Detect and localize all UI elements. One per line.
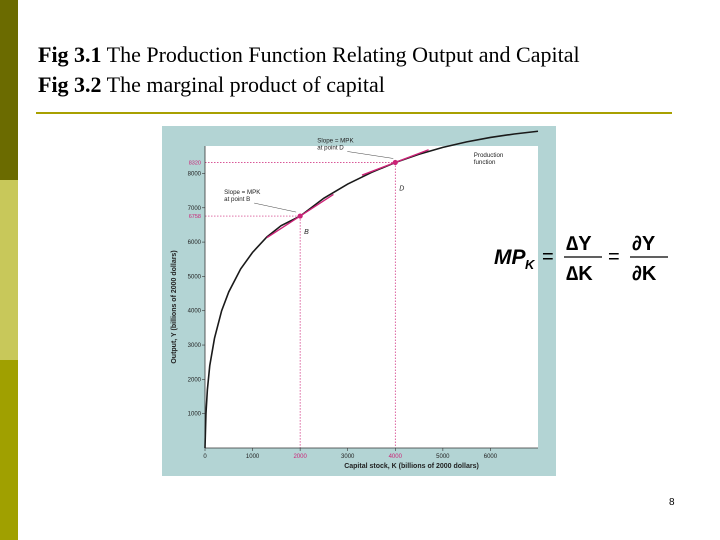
annotation-line2: at point D <box>317 144 344 151</box>
formula-numerator-1: ∆Y <box>566 233 592 255</box>
slide-title-line2: Fig 3.2 The marginal product of capital <box>38 72 385 98</box>
axes <box>202 146 538 451</box>
plot-area <box>205 146 538 448</box>
slide-title-line1: Fig 3.1 The Production Function Relating… <box>38 42 580 68</box>
formula-denominator-2: ∂K <box>632 263 657 285</box>
fig-3-1-title: The Production Function Relating Output … <box>101 42 580 67</box>
fig-3-1-label: Fig 3.1 <box>38 42 102 67</box>
point-d <box>392 159 398 166</box>
x-tick-label: 3000 <box>341 454 355 460</box>
point-b <box>297 213 303 219</box>
annotation-line2: at point B <box>224 196 250 203</box>
annotation-leader <box>347 151 394 159</box>
formula-equals-1: = <box>542 246 554 268</box>
title-underline <box>36 112 672 114</box>
mark-layer <box>266 149 429 239</box>
y-tick-label: 4000 <box>188 309 202 315</box>
formula-denominator-1: ∆K <box>566 263 593 285</box>
annotation-line1: Production <box>474 152 504 159</box>
x-tick-label: 2000 <box>293 454 307 460</box>
formula-lhs: MP <box>494 246 526 269</box>
curve-layer <box>204 130 539 449</box>
point-label-d: D <box>399 185 404 192</box>
x-tick-label: 0 <box>203 454 207 460</box>
formula-equals-2: = <box>608 246 620 268</box>
sidebar-segment-dark <box>0 0 18 180</box>
y-highlight-tick-label: 6758 <box>189 214 201 220</box>
point-label-b: B <box>304 229 309 236</box>
annotation-line2: function <box>474 159 496 166</box>
y-axis-title: Output, Y (billions of 2000 dollars) <box>171 250 178 363</box>
fig-3-2-title: The marginal product of capital <box>101 72 385 97</box>
y-highlight-tick-label: 8320 <box>189 160 201 166</box>
y-tick-label: 7000 <box>188 206 202 212</box>
page-number: 8 <box>669 497 675 508</box>
y-tick-label: 1000 <box>188 412 202 418</box>
fig-3-2-label: Fig 3.2 <box>38 72 102 97</box>
annotation-line1: Slope = MPK <box>224 189 261 196</box>
sidebar-segment-mid <box>0 360 18 540</box>
sidebar-stripe <box>0 0 18 540</box>
mpk-formula: MP K = ∆Y ∆K = ∂Y ∂K <box>494 233 668 285</box>
y-tick-label: 2000 <box>188 377 202 383</box>
y-tick-label: 6000 <box>188 240 202 246</box>
production-function-chart: 0 1000 2000 3000 4000 5000 6000 1000 2000 3000 400… <box>162 126 556 476</box>
annotation-line1: Slope = MPK <box>317 137 354 144</box>
y-tick-label: 8000 <box>188 171 202 177</box>
formula-lhs-sub: K <box>525 257 536 272</box>
y-tick-label: 5000 <box>188 274 202 280</box>
formula-numerator-2: ∂Y <box>632 233 656 255</box>
text-layer: 0 1000 2000 3000 4000 5000 6000 1000 2000 3000 400… <box>171 137 504 470</box>
y-tick-label: 3000 <box>188 343 202 349</box>
x-tick-label: 1000 <box>246 454 260 460</box>
x-tick-label: 5000 <box>436 454 450 460</box>
annotation-leader <box>254 202 297 213</box>
x-axis-title: Capital stock, K (billions of 2000 dolla… <box>344 463 479 470</box>
x-tick-label: 6000 <box>484 454 498 460</box>
production-function-curve <box>204 130 539 449</box>
guide-lines <box>205 162 396 448</box>
x-tick-label: 4000 <box>389 454 403 460</box>
sidebar-segment-light <box>0 180 18 360</box>
